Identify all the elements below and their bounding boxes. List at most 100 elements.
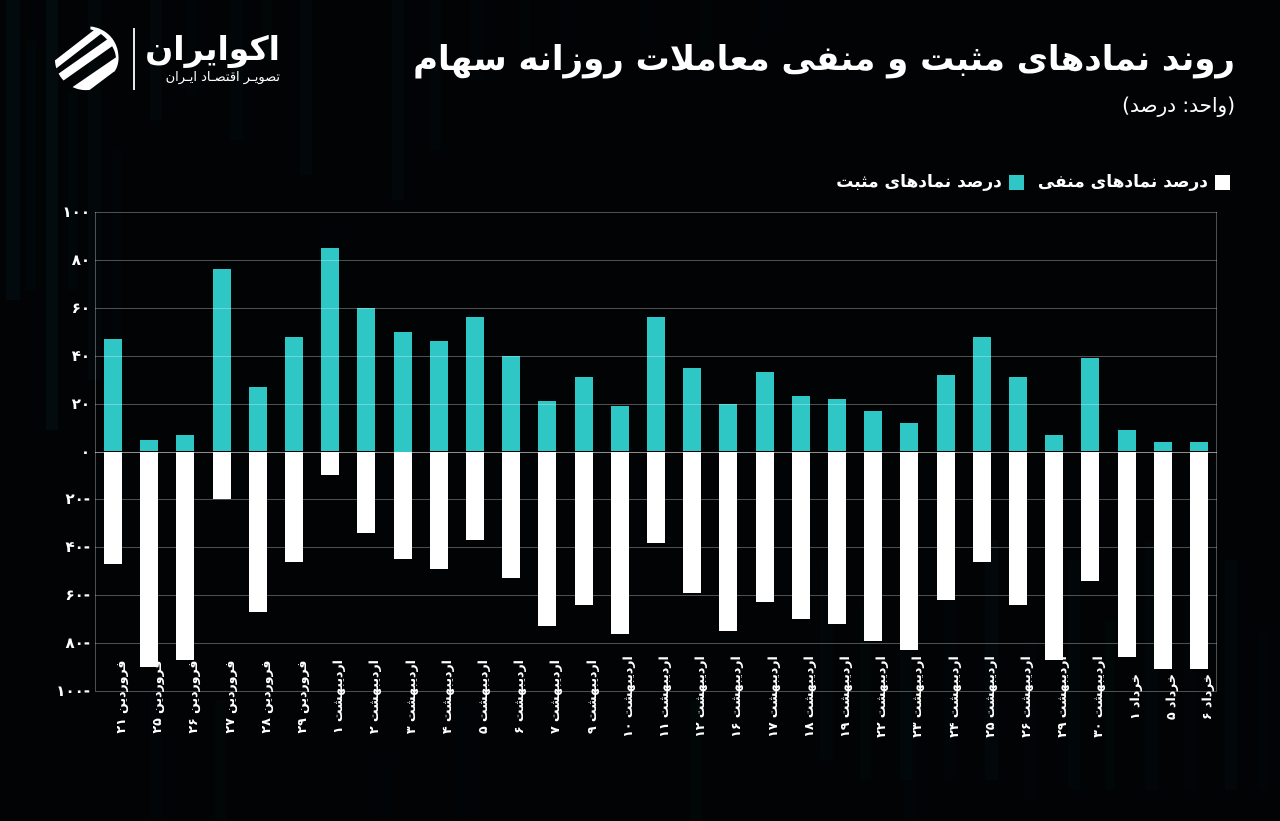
bar-group[interactable] [167,212,203,691]
bar-group[interactable] [312,212,348,691]
bar-negative[interactable] [466,451,485,541]
bar-negative[interactable] [538,451,557,627]
bar-positive[interactable] [936,374,955,452]
bar-positive[interactable] [248,386,267,452]
bar-group[interactable] [529,212,565,691]
legend-item[interactable]: درصد نمادهای مثبت [836,172,1024,192]
bar-group[interactable] [240,212,276,691]
bar-negative[interactable] [683,451,702,593]
bar-group[interactable] [204,212,240,691]
bar-positive[interactable] [719,403,738,452]
bar-positive[interactable] [755,372,774,452]
bar-positive[interactable] [574,377,593,452]
bar-negative[interactable] [1008,451,1027,605]
bar-negative[interactable] [1117,451,1136,658]
bar-positive[interactable] [683,367,702,452]
bar-positive[interactable] [321,247,340,452]
bar-positive[interactable] [827,398,846,452]
bar-negative[interactable] [1189,451,1208,670]
bar-group[interactable] [1108,212,1144,691]
x-axis-tick-label: اردیبهشت ۲۴ [945,656,961,738]
bar-group[interactable] [95,212,131,691]
bar-group[interactable] [1072,212,1108,691]
bar-negative[interactable] [646,451,665,543]
bar-positive[interactable] [429,341,448,452]
bar-positive[interactable] [1117,429,1136,452]
bar-positive[interactable] [140,439,159,452]
legend-square-icon [1008,174,1024,190]
bar-negative[interactable] [864,451,883,641]
bar-negative[interactable] [972,451,991,562]
bar-negative[interactable] [285,451,304,562]
bar-positive[interactable] [610,405,629,452]
bar-group[interactable] [638,212,674,691]
bar-negative[interactable] [357,451,376,533]
bar-positive[interactable] [646,317,665,452]
bar-positive[interactable] [1081,358,1100,452]
bar-negative[interactable] [1153,451,1172,670]
bar-positive[interactable] [285,336,304,452]
bar-negative[interactable] [176,451,195,660]
x-axis-tick-label: فروردین ۲۹ [294,660,310,734]
bar-negative[interactable] [936,451,955,600]
bar-group[interactable] [964,212,1000,691]
bar-positive[interactable] [1153,441,1172,452]
bar-positive[interactable] [466,317,485,452]
bar-negative[interactable] [610,451,629,634]
bar-positive[interactable] [900,422,919,452]
bar-group[interactable] [385,212,421,691]
bar-group[interactable] [1181,212,1217,691]
bar-positive[interactable] [176,434,195,452]
bar-negative[interactable] [900,451,919,651]
bar-group[interactable] [348,212,384,691]
bar-negative[interactable] [719,451,738,632]
bar-group[interactable] [131,212,167,691]
bar-negative[interactable] [1045,451,1064,660]
bar-group[interactable] [276,212,312,691]
title-block: روند نمادهای مثبت و منفی معاملات روزانه … [413,38,1235,117]
x-axis-tick-label: اردیبهشت ۶ [511,660,527,734]
bar-negative[interactable] [502,451,521,579]
bar-group[interactable] [457,212,493,691]
bar-negative[interactable] [140,451,159,668]
bar-negative[interactable] [321,451,340,476]
bar-group[interactable] [1145,212,1181,691]
bar-positive[interactable] [864,410,883,452]
bar-positive[interactable] [1008,377,1027,452]
bar-group[interactable] [602,212,638,691]
bar-negative[interactable] [574,451,593,605]
bar-negative[interactable] [248,451,267,612]
bar-group[interactable] [891,212,927,691]
bar-positive[interactable] [357,307,376,452]
bar-negative[interactable] [429,451,448,569]
bar-positive[interactable] [538,401,557,452]
bar-negative[interactable] [393,451,412,560]
legend-item[interactable]: درصد نمادهای منفی [1038,172,1230,192]
bar-group[interactable] [746,212,782,691]
bar-negative[interactable] [212,451,231,500]
bar-group[interactable] [1036,212,1072,691]
bar-positive[interactable] [1189,441,1208,452]
bar-group[interactable] [783,212,819,691]
bar-positive[interactable] [1045,434,1064,452]
bar-positive[interactable] [212,269,231,452]
bar-positive[interactable] [791,396,810,452]
bar-group[interactable] [421,212,457,691]
bar-negative[interactable] [791,451,810,620]
bar-positive[interactable] [393,331,412,452]
bar-group[interactable] [1000,212,1036,691]
bar-negative[interactable] [827,451,846,624]
bar-negative[interactable] [1081,451,1100,581]
bar-negative[interactable] [755,451,774,603]
bar-group[interactable] [493,212,529,691]
bar-group[interactable] [566,212,602,691]
bar-negative[interactable] [104,451,123,565]
bar-group[interactable] [927,212,963,691]
bar-positive[interactable] [972,336,991,452]
bar-group[interactable] [819,212,855,691]
bar-positive[interactable] [104,338,123,452]
bar-group[interactable] [855,212,891,691]
bar-positive[interactable] [502,355,521,452]
bar-group[interactable] [674,212,710,691]
bar-group[interactable] [710,212,746,691]
